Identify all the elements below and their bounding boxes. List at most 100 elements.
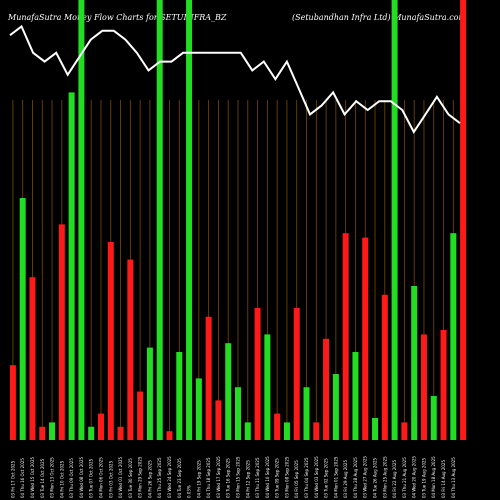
x-tick-label: 03 Thu 11 Sep 2025: [255, 457, 260, 498]
x-tick-label: 04 Wed 01 Oct 2025: [118, 456, 123, 498]
x-tick-label: 03 Fri 29 Aug 2025: [343, 460, 348, 498]
x-tick-label: 03 Fri 17 Oct 2025: [10, 460, 15, 498]
chart-header-right: (Setubandhan Infra Ltd) MunafaSutra.com: [292, 13, 466, 22]
bar-red: [362, 237, 369, 440]
x-tick-label: 04 Wed 20 Aug 2025: [412, 456, 417, 498]
bar-green: [372, 418, 379, 440]
bar-green: [176, 352, 183, 440]
bar-red: [440, 330, 447, 440]
bar-green: [19, 198, 26, 440]
x-tick-label: 03 Mon 15 Sep 2025: [236, 456, 241, 498]
bar-green: [78, 0, 85, 440]
x-tick-label: 04 Wed 08 Oct 2025: [79, 456, 84, 498]
x-tick-label: 03 Tue 09 Sep 2025: [275, 458, 280, 498]
x-tick-label: 04 Fri 05 Sep 2025: [294, 460, 299, 498]
bar-green: [244, 422, 251, 440]
bar-red: [460, 0, 467, 440]
bar-red: [342, 233, 349, 440]
x-tick-label: 03 Fri 03 Oct 2025: [108, 460, 113, 498]
bar-green: [352, 352, 359, 440]
bar-red: [39, 426, 46, 440]
x-tick-label: 03 Tue 30 Sep 2025: [128, 458, 133, 498]
x-tick-label: 04 Fri 26 Sep 2025: [147, 460, 152, 498]
bar-red: [9, 365, 16, 440]
x-tick-label: 04 Tue 26 Aug 2025: [373, 457, 378, 498]
x-tick-label: 04 Thu 18 Sep 2025: [206, 457, 211, 498]
bar-red: [274, 413, 281, 440]
x-tick-label: 03 Wed 17 Sep 2025: [216, 456, 221, 498]
chart-header-left: MunafaSutra Money Flow Charts for SETUIN…: [7, 13, 227, 22]
bar-green: [430, 396, 437, 440]
bar-red: [205, 316, 212, 440]
x-tick-label: 04 Mon 18 Aug 2025: [431, 456, 436, 498]
bar-red: [127, 259, 134, 440]
x-tick-label: 04 Thu 13 Aug 2025: [451, 457, 456, 498]
bar-green: [68, 92, 75, 441]
bar-red: [323, 338, 330, 440]
x-tick-label: 04 Fri 10 Oct 2025: [59, 460, 64, 498]
bar-green: [146, 347, 153, 440]
x-tick-label: 04 Fri 12 Sep 2025: [245, 460, 250, 498]
x-tick-label: 03 Tue 07 Oct 2025: [89, 458, 94, 498]
x-tick-label: 03 Thu 09 Oct 2025: [69, 458, 74, 498]
bars: [9, 0, 467, 441]
x-tick-label: 04 Wed 03 Sep 2025: [314, 456, 319, 498]
x-tick-label: 04 Mon 01 Sep 2025: [333, 456, 338, 498]
flow-line: [9, 24, 461, 134]
x-tick-label: 03 Thu 04 Sep 2025: [304, 457, 309, 498]
x-tick-label: 04 Tue 23 Sep 2025: [177, 458, 182, 498]
bar-green: [156, 0, 163, 440]
x-tick-label: 03 Thu 21 Aug 2025: [402, 457, 407, 498]
x-tick-label: 03 Tue 14 Oct 2025: [40, 458, 45, 498]
bar-red: [166, 431, 173, 440]
x-tick-label: 03 Wed 27 Aug 2025: [363, 456, 368, 498]
x-tick-label: 04 Thu 16 Oct 2025: [20, 458, 25, 498]
bar-green: [49, 422, 56, 440]
x-tick-label: 03 Mon 13 Oct 2025: [50, 457, 55, 498]
x-tick-label: 04 Wed 10 Sep 2025: [265, 456, 270, 498]
bar-green: [264, 334, 271, 440]
x-tick-label: 03 Tue 16 Sep 2025: [226, 458, 231, 498]
x-tick-label: 04 Fri 19 Sep 2025: [196, 460, 201, 498]
x-tick-label: 04 Thu 25 Sep 2025: [157, 457, 162, 498]
bar-red: [58, 224, 65, 440]
x-tick-label: 03 Tue 19 Aug 2025: [421, 457, 426, 498]
x-tick-label: 04 Fri 22 Aug 2025: [392, 460, 397, 498]
bar-red: [117, 426, 124, 440]
bar-green: [186, 0, 193, 440]
bar-green: [391, 0, 398, 440]
bar-red: [293, 308, 300, 440]
flow-line-path: [9, 24, 461, 134]
bar-red: [313, 422, 320, 440]
x-tick-label: 0.03%: [187, 485, 192, 498]
bar-green: [225, 343, 232, 440]
x-tick-label: 03 Mon 29 Sep 2025: [138, 456, 143, 498]
bar-green: [303, 387, 310, 440]
bar-red: [97, 413, 104, 440]
x-tick-label: 03 Mon 25 Aug 2025: [382, 456, 387, 498]
x-tick-label: 04 Mon 06 Oct 2025: [98, 457, 103, 498]
bar-green: [332, 374, 339, 440]
bar-red: [401, 422, 408, 440]
bar-red: [107, 242, 114, 440]
x-tick-label: 03 Tue 02 Sep 2025: [324, 458, 329, 498]
bar-green: [411, 286, 418, 440]
x-tick-labels: 03 Fri 17 Oct 2025 04 Thu 16 Oct 2025 04 W…: [10, 456, 455, 498]
x-tick-label: 04 Wed 15 Oct 2025: [30, 456, 35, 498]
bar-red: [215, 400, 222, 440]
bar-green: [88, 426, 95, 440]
x-tick-label: 03 Mon 08 Sep 2025: [284, 456, 289, 498]
bar-green: [283, 422, 290, 440]
x-tick-label: 04 Thu 28 Aug 2025: [353, 457, 358, 498]
x-tick-label: 03 Fri 14 Aug 2025: [441, 460, 446, 498]
bar-green: [450, 233, 457, 440]
bar-red: [254, 308, 261, 440]
bar-red: [29, 277, 36, 440]
bar-red: [420, 334, 427, 440]
bar-green: [195, 378, 202, 440]
x-tick-label: 03 Wed 24 Sep 2025: [167, 456, 172, 498]
bar-red: [137, 391, 144, 440]
bar-green: [235, 387, 241, 440]
bar-red: [381, 294, 388, 440]
